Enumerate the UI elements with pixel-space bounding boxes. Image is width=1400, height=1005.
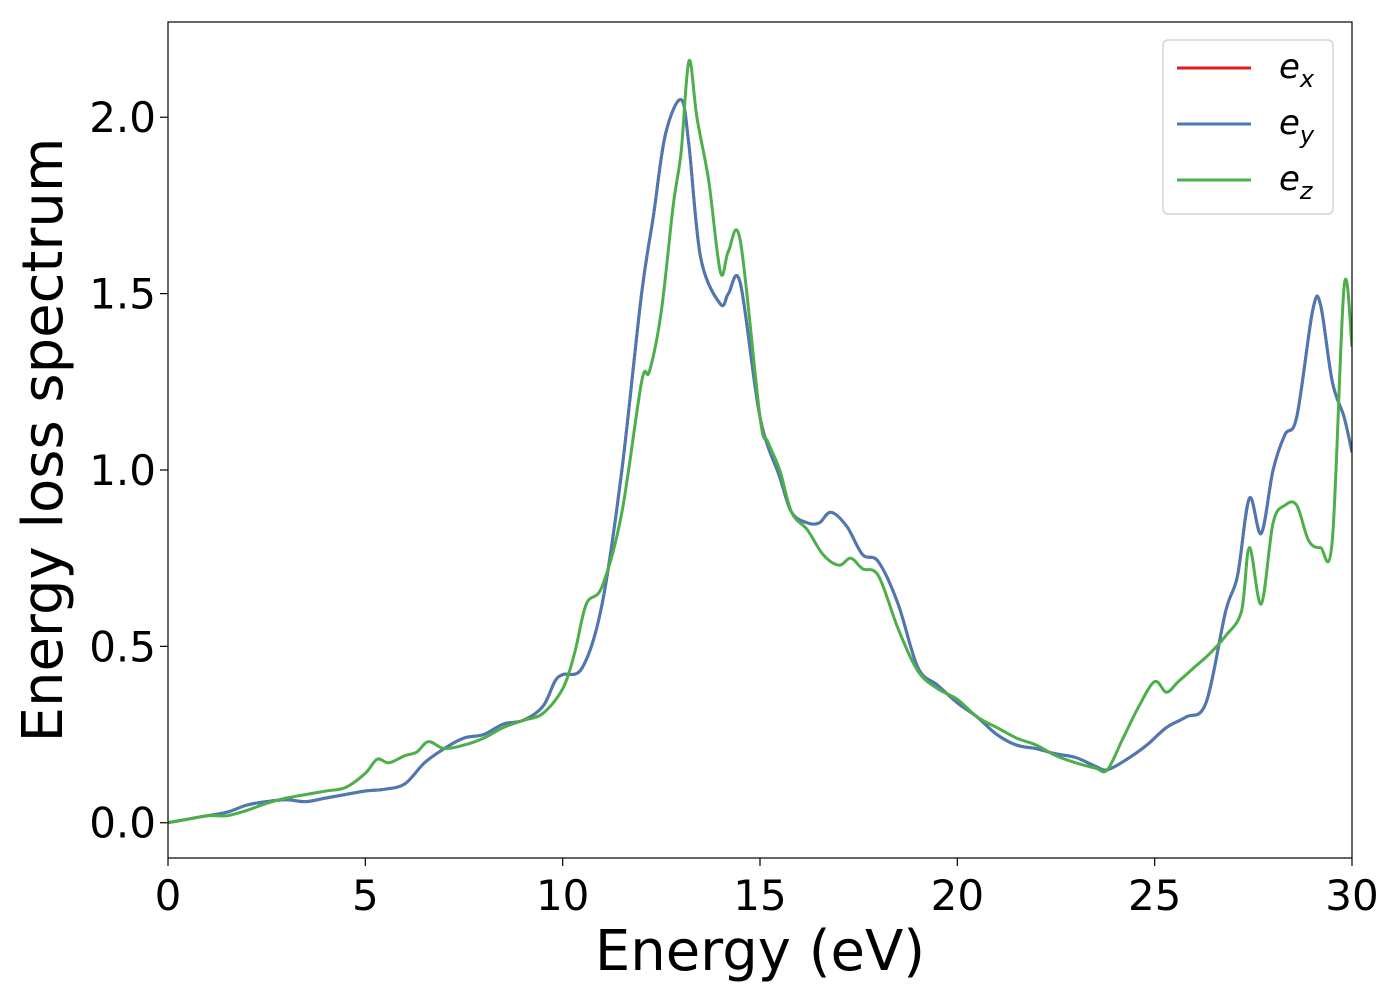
y-axis-ticks: 0.0 0.5 1.0 1.5 2.0: [89, 93, 168, 848]
x-tick-label: 15: [733, 871, 786, 920]
y-tick-label: 1.5: [89, 270, 156, 319]
series-line-e-y: [168, 98, 1352, 825]
y-tick-label: 0.5: [89, 622, 156, 671]
x-axis-label: Energy (eV): [595, 919, 925, 984]
x-tick-label: 0: [155, 871, 182, 920]
x-axis-ticks: 0 5 10 15 20 25 30: [155, 858, 1379, 920]
series-lines: [168, 59, 1352, 825]
y-tick-label: 1.0: [89, 446, 156, 495]
y-tick-label: 0.0: [89, 799, 156, 848]
legend-label-x: ex: [1279, 47, 1315, 93]
x-tick-label: 5: [352, 871, 379, 920]
series-line-e-z: [168, 59, 1352, 825]
y-tick-label: 2.0: [89, 93, 156, 142]
legend-label-y: ey: [1279, 103, 1315, 149]
legend-box: [1162, 39, 1334, 215]
x-tick-label: 10: [536, 871, 589, 920]
y-axis-label: Energy loss spectrum: [11, 138, 76, 743]
x-tick-label: 30: [1325, 871, 1378, 920]
x-tick-label: 25: [1128, 871, 1181, 920]
x-tick-label: 20: [931, 871, 984, 920]
